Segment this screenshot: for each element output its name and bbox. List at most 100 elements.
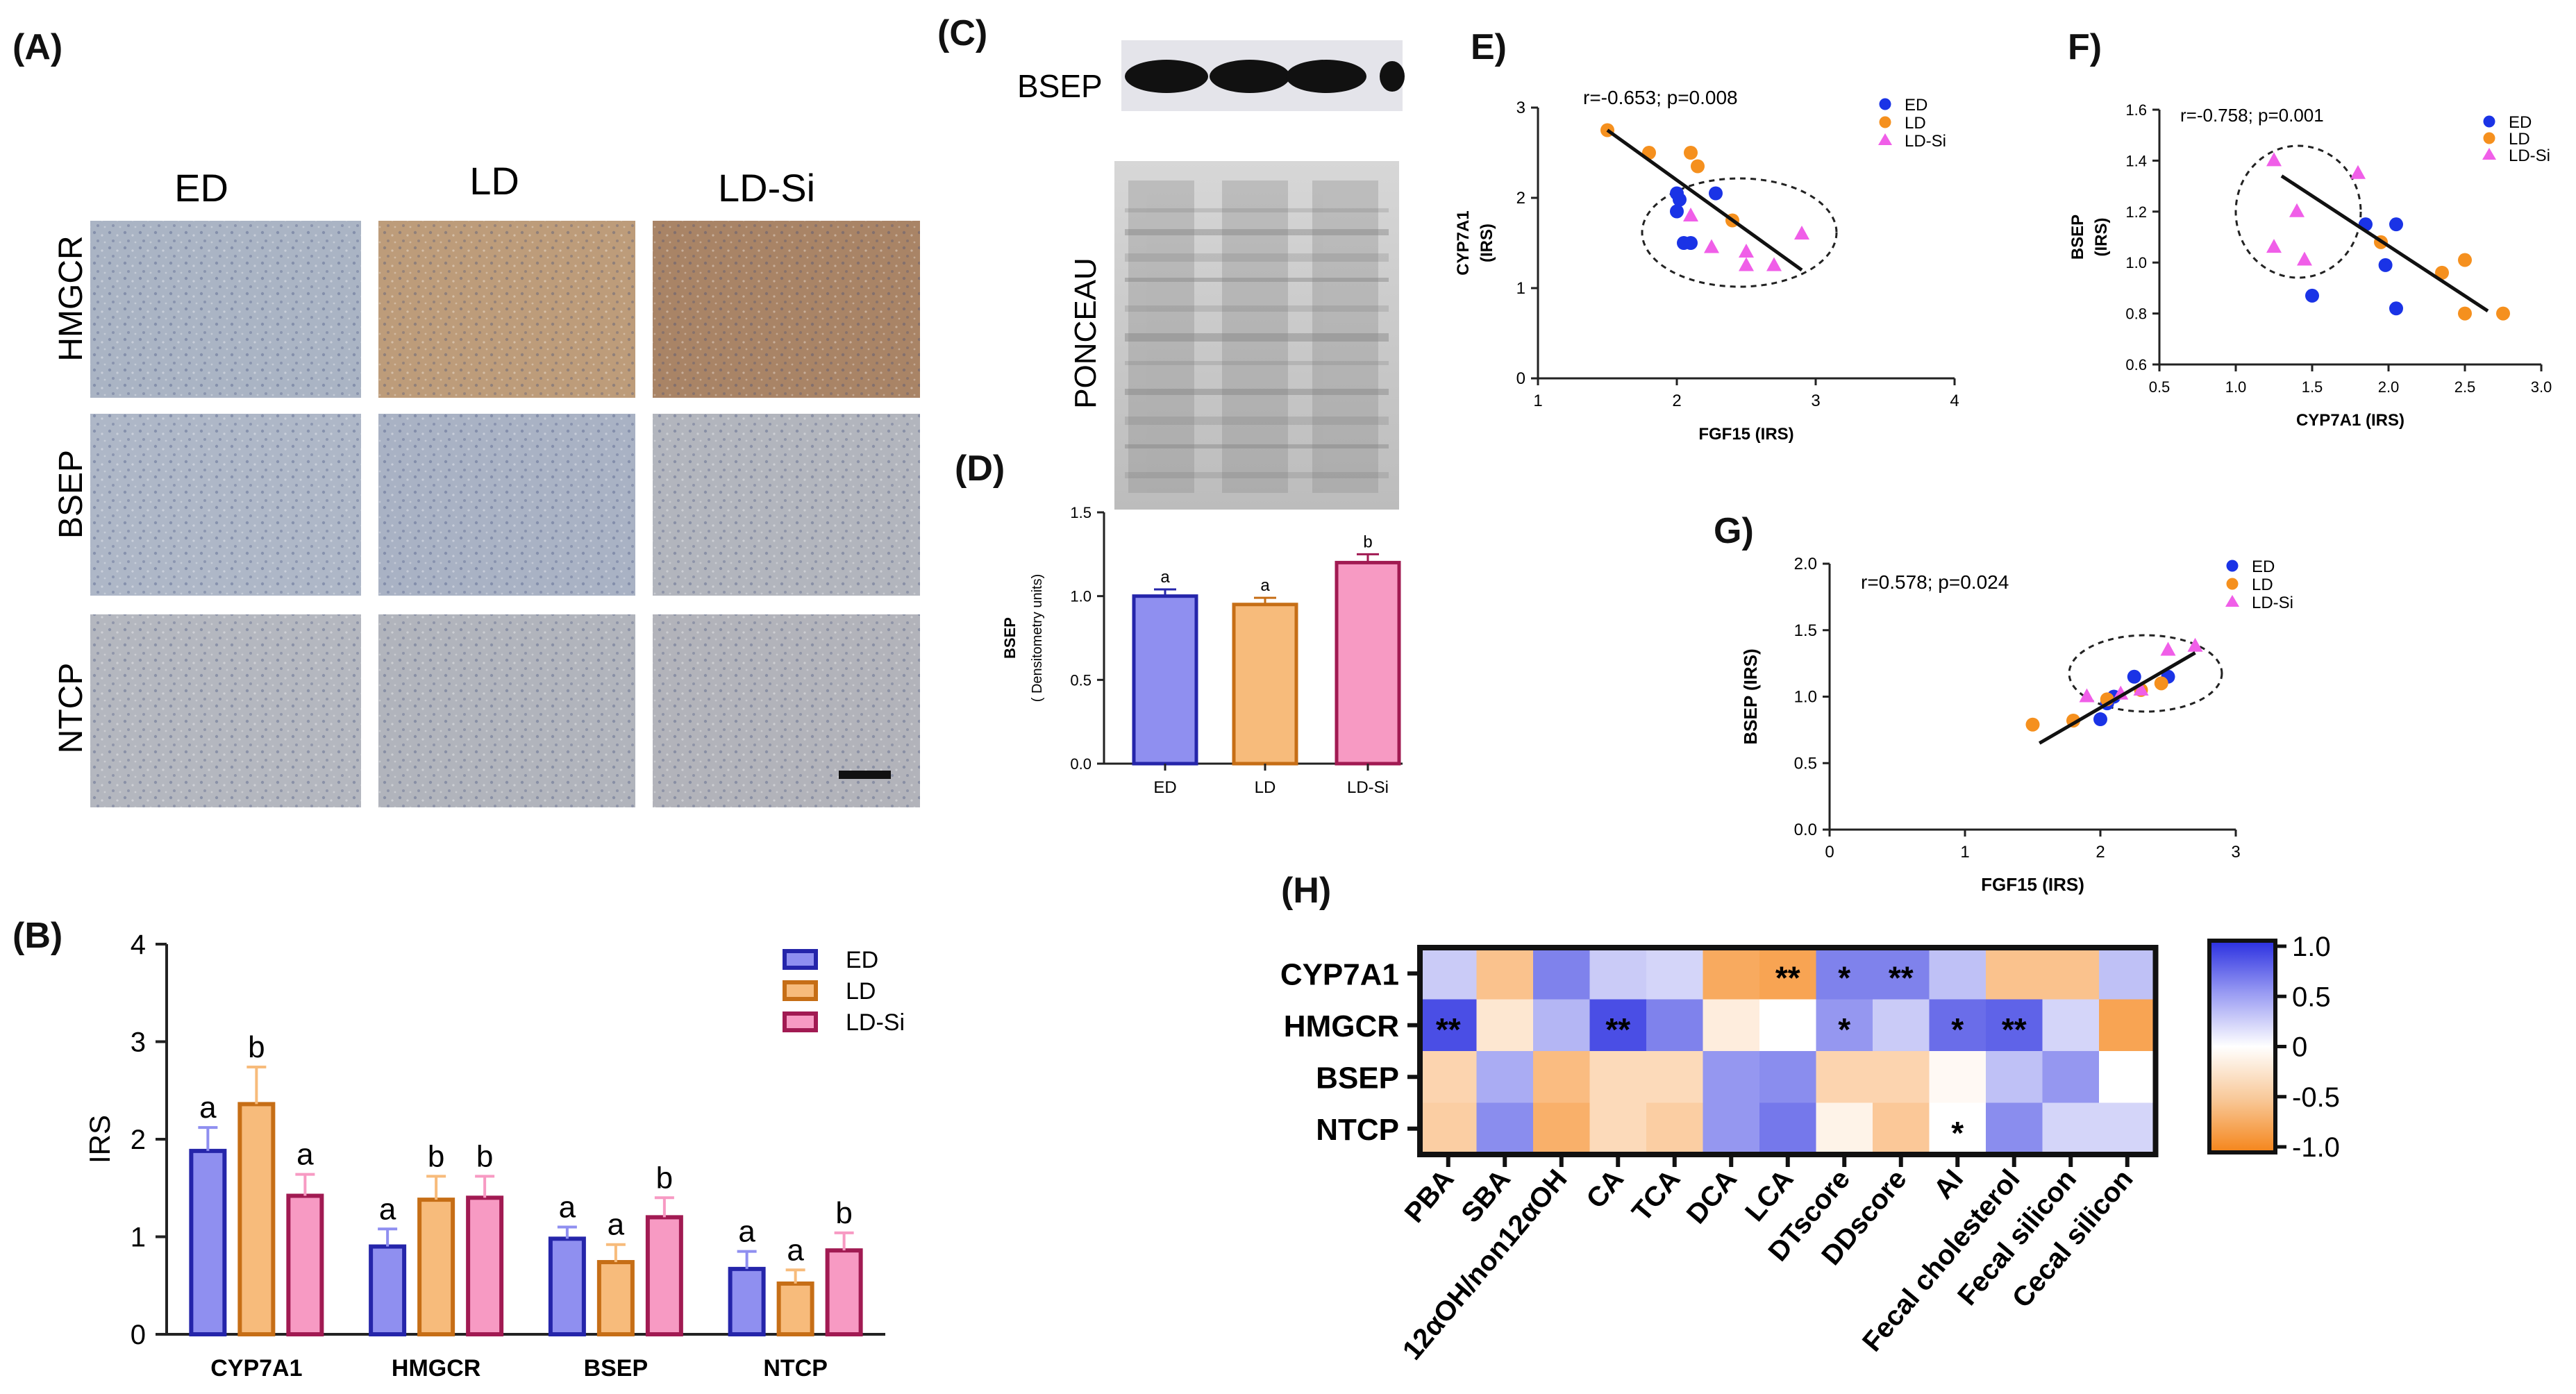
chart-b-legend-swatch: [783, 980, 818, 1001]
panel-label-e: E): [1471, 27, 1507, 67]
chart-b-bar: [189, 1148, 227, 1336]
ponceau-band: [1125, 333, 1389, 342]
chart-h-row-label: HMGCR: [1284, 1009, 1399, 1043]
chart-h-cell: [1646, 948, 1703, 1000]
chart-g-correlation-annotation: r=0.578; p=0.024: [1861, 571, 2009, 593]
chart-h-cell: [1646, 999, 1703, 1051]
chart-b-significance-letter: b: [835, 1196, 852, 1230]
chart-f-legend-marker: [2482, 148, 2496, 160]
chart-e-cluster-ellipse: [1641, 177, 1838, 288]
chart-h-col-label: CA: [1580, 1164, 1630, 1215]
chart-b-significance-letter: b: [656, 1161, 673, 1195]
chart-b-bar: [825, 1248, 863, 1337]
chart-h-cell: [2042, 948, 2099, 1000]
chart-f-point: [2266, 152, 2282, 167]
chart-f-y-tick-label: 1.0: [2125, 254, 2147, 271]
chart-b-y-tick-label: 2: [131, 1125, 146, 1155]
histology-tile-texture: [653, 221, 920, 398]
chart-h-significance-mark: **: [1889, 959, 1914, 996]
chart-g-x-tick-label: 2: [2096, 843, 2105, 862]
histology-tile-texture: [653, 414, 920, 596]
histology-tile-texture: [378, 414, 635, 596]
chart-f-x-tick-label: 2.5: [2454, 378, 2476, 396]
chart-e-point: [1670, 204, 1684, 219]
chart-d-y-label-units: ( Densitometry units): [1030, 574, 1045, 703]
chart-h-cell: [2042, 999, 2099, 1051]
chart-h-significance-mark: *: [1951, 1115, 1964, 1151]
chart-h-cell: [1420, 948, 1477, 1000]
chart-g-y-tick-label: 2.0: [1794, 555, 1817, 573]
chart-h-cell: [1929, 999, 1986, 1051]
chart-f-legend-label: LD: [2509, 130, 2530, 149]
chart-e-point: [1709, 186, 1723, 201]
chart-g-legend-marker: [2226, 560, 2239, 572]
chart-h-cell: [2099, 999, 2156, 1051]
chart-b-y-tick-label: 0: [131, 1320, 146, 1350]
chart-b-category-label: BSEP: [584, 1355, 649, 1382]
chart-h-cell: [1929, 1102, 1986, 1154]
chart-g-legend-label: LD: [2252, 576, 2273, 594]
chart-h-row-label: NTCP: [1316, 1113, 1399, 1147]
chart-f-x-tick-label: 3.0: [2531, 378, 2552, 396]
chart-f-x-label: CYP7A1 (IRS): [2296, 411, 2404, 430]
chart-b-legend-label: LD: [846, 978, 876, 1005]
chart-h-col-label: PBA: [1399, 1164, 1460, 1229]
chart-f-point: [2435, 265, 2449, 280]
chart-h-colorbar-tick-label: -0.5: [2292, 1082, 2340, 1113]
chart-e-point: [1673, 192, 1687, 207]
ponceau-membrane: [1114, 161, 1399, 510]
chart-g-point: [2127, 669, 2141, 684]
chart-e-x-tick-label: 1: [1533, 392, 1542, 410]
chart-b-significance-letter: a: [787, 1233, 804, 1267]
histology-tile-texture: [90, 614, 361, 807]
chart-g-legend-label: LD-Si: [2252, 594, 2293, 612]
chart-g-legend-marker: [2225, 595, 2239, 607]
chart-e-x-tick-label: 4: [1950, 392, 1959, 410]
chart-e-x-tick-label: 3: [1811, 392, 1820, 410]
chart-g-legend-marker: [2226, 578, 2239, 590]
chart-b-category-label: CYP7A1: [210, 1355, 302, 1382]
chart-f-legend-marker: [2483, 115, 2495, 128]
chart-b-y-label: IRS: [83, 1115, 116, 1164]
ponceau-band: [1125, 208, 1389, 212]
chart-h-cell: [1703, 1051, 1759, 1103]
chart-h-cell: [1646, 1051, 1703, 1103]
chart-b-bar: [728, 1266, 766, 1336]
panel-label-c: (C): [937, 13, 988, 53]
chart-g-legend-label: ED: [2252, 557, 2275, 576]
chart-e-legend-label: LD: [1905, 114, 1926, 133]
chart-e-legend-label: LD-Si: [1905, 132, 1946, 151]
chart-e-point: [1794, 226, 1809, 240]
chart-h-cell: [1986, 1051, 2043, 1103]
blot-band-3: [1286, 60, 1366, 93]
chart-b-bar: [466, 1195, 504, 1337]
chart-h-significance-mark: **: [2002, 1011, 2027, 1048]
chart-e-correlation-annotation: r=-0.653; p=0.008: [1583, 87, 1738, 108]
chart-h-cell: [1420, 1051, 1477, 1103]
chart-e-legend-marker: [1879, 116, 1891, 128]
chart-b-significance-letter: a: [559, 1190, 576, 1224]
chart-g-point: [2160, 641, 2176, 656]
chart-b-y-tick-label: 1: [131, 1223, 146, 1253]
chart-f-point: [2378, 258, 2393, 272]
panel-label-d: (D): [955, 448, 1005, 489]
chart-f-point: [2305, 288, 2319, 303]
chart-h-cell: [1986, 1102, 2043, 1154]
chart-b-bar: [369, 1244, 407, 1337]
panel-label-b: (B): [12, 916, 63, 956]
chart-h-col-label: DCA: [1681, 1164, 1743, 1230]
chart-h-significance-mark: **: [1605, 1011, 1630, 1048]
histology-row-bsep: BSEP: [53, 450, 90, 539]
chart-g-point: [2025, 717, 2040, 732]
chart-b-legend-swatch: [783, 949, 818, 970]
chart-h-cell: [1759, 999, 1816, 1051]
chart-h-cell: [1816, 948, 1873, 1000]
chart-h-cell: [1533, 948, 1590, 1000]
chart-h-significance-mark: **: [1775, 959, 1800, 996]
chart-e-point: [1766, 257, 1782, 271]
chart-h-colorbar-tick-label: -1.0: [2292, 1132, 2340, 1163]
chart-e-y-tick-label: 3: [1516, 99, 1525, 117]
chart-g-point: [2154, 676, 2168, 691]
